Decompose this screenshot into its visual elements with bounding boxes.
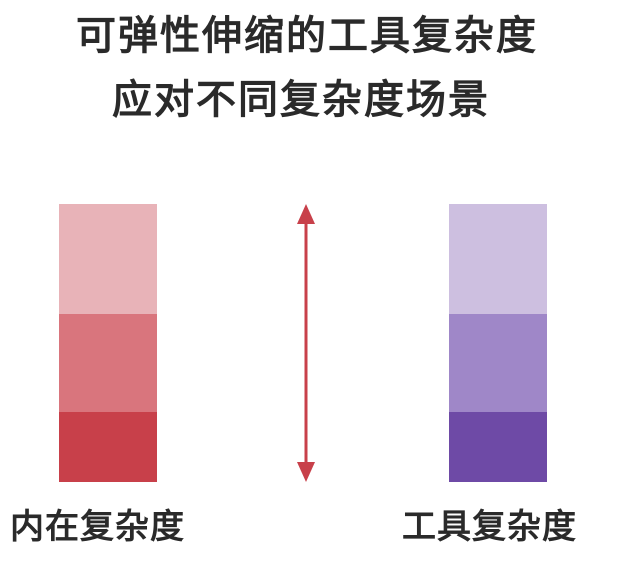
inherent-complexity-segment-medium [59,314,157,412]
tool-complexity-segment-light [449,204,547,314]
tool-complexity-segment-dark [449,412,547,482]
inherent-complexity-segment-light [59,204,157,314]
tool-complexity-label: 工具复杂度 [402,507,577,547]
double-arrow-icon [297,204,315,482]
title-line-2: 应对不同复杂度场景 [112,77,490,123]
inherent-complexity-segment-dark [59,412,157,482]
inherent-complexity-label: 内在复杂度 [10,507,185,547]
title-line-1: 可弹性伸缩的工具复杂度 [76,13,538,59]
arrow-head-down [297,462,315,482]
arrow-head-up [297,204,315,224]
inherent-complexity-bar [59,204,157,482]
tool-complexity-segment-medium [449,314,547,412]
tool-complexity-bar [449,204,547,482]
